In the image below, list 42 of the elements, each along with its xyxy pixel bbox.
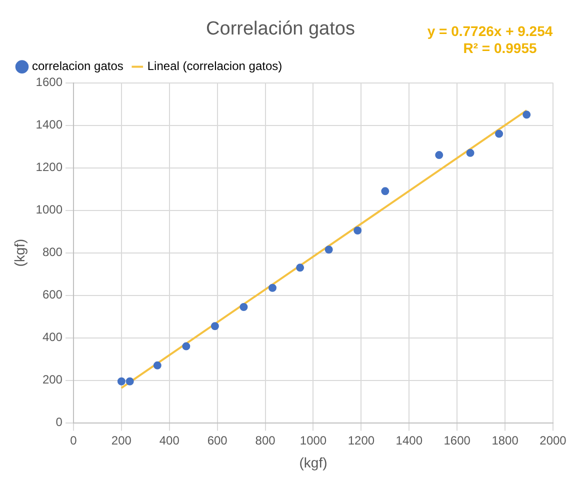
y-tick-label: 1000: [36, 202, 63, 217]
x-tick-label: 1600: [444, 433, 471, 448]
point: [210, 322, 219, 330]
point: [126, 377, 134, 386]
y-tick-label: 1400: [36, 118, 63, 132]
point: [522, 110, 531, 119]
point: [182, 342, 190, 350]
point: [240, 302, 248, 311]
y-tick-label: 1200: [36, 160, 63, 174]
point: [268, 284, 276, 292]
y-tick-label: 800: [42, 245, 63, 260]
point: [495, 130, 504, 138]
point: [381, 187, 390, 196]
x-tick-label: 200: [111, 433, 132, 448]
text: R² = 0.9955: [463, 40, 537, 56]
point: [435, 151, 444, 160]
y-tick-label: 0: [56, 415, 63, 430]
x-tick-label: 800: [255, 433, 276, 448]
y-tick-label: 1600: [36, 75, 63, 90]
x-axis-title: (kgf): [299, 454, 328, 470]
point: [466, 148, 474, 157]
y-tick-label: 600: [42, 288, 63, 302]
point: [117, 377, 126, 386]
y-tick-label: 400: [42, 330, 63, 344]
x-tick-label: 400: [159, 433, 180, 448]
x-tick-label: 1400: [396, 433, 423, 448]
x-tick-label: 1200: [348, 433, 375, 448]
x-tick-label: 2000: [540, 433, 567, 448]
x-tick-label: 600: [207, 433, 228, 448]
point: [324, 246, 333, 254]
x-tick-label: 0: [70, 433, 78, 448]
point: [153, 361, 162, 370]
y-axis-title: (kgf): [11, 238, 28, 267]
x-tick-label: 1800: [492, 433, 519, 448]
point: [296, 264, 304, 272]
x-tick-label: 1000: [300, 433, 327, 448]
legend-label: Lineal (correlacion gatos): [147, 59, 282, 74]
point: [354, 226, 362, 234]
chart-title: Correlación gatos: [206, 18, 355, 40]
legend-label: correlacion gatos: [32, 59, 124, 74]
text: y = 0.7726x + 9.254: [427, 22, 553, 39]
y-tick-label: 200: [42, 372, 63, 387]
